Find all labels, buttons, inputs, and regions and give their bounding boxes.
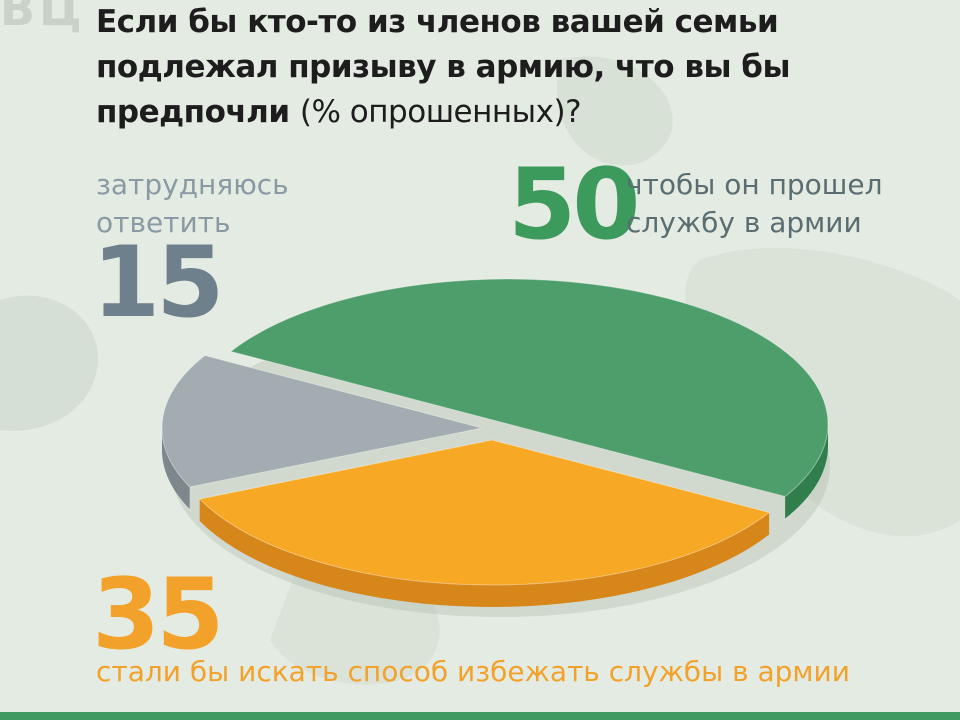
slice-label-undecided: затрудняюсь ответить	[96, 168, 289, 239]
pie-slice-top-serve	[229, 278, 829, 498]
chart-title-note: (% опрошенных)?	[299, 94, 582, 130]
slice-value-avoid: 35	[92, 558, 224, 672]
chart-title: Если бы кто-то из членов вашей семьи под…	[96, 0, 946, 135]
pie-slice-side-avoid	[199, 498, 770, 607]
decorative-logo: ВЦ	[0, 0, 86, 36]
chart-title-main: Если бы кто-то из членов вашей семьи под…	[96, 4, 791, 130]
pie-slice-side-undecided	[162, 428, 190, 509]
slice-label-avoid: стали бы искать способ избежать службы в…	[96, 655, 850, 688]
pie-slice-side-serve	[785, 424, 828, 519]
pie-slice-top-avoid	[198, 439, 771, 586]
bottom-accent-bar	[0, 712, 960, 720]
slice-value-undecided: 15	[92, 226, 224, 340]
pie-slice-serve	[229, 278, 829, 519]
slice-value-serve: 50	[508, 148, 640, 262]
pie-slice-avoid	[198, 439, 771, 607]
slice-label-serve: чтобы он прошел службу в армии	[626, 168, 883, 239]
pie-slice-undecided	[161, 354, 483, 509]
pie-slice-top-undecided	[161, 354, 483, 488]
